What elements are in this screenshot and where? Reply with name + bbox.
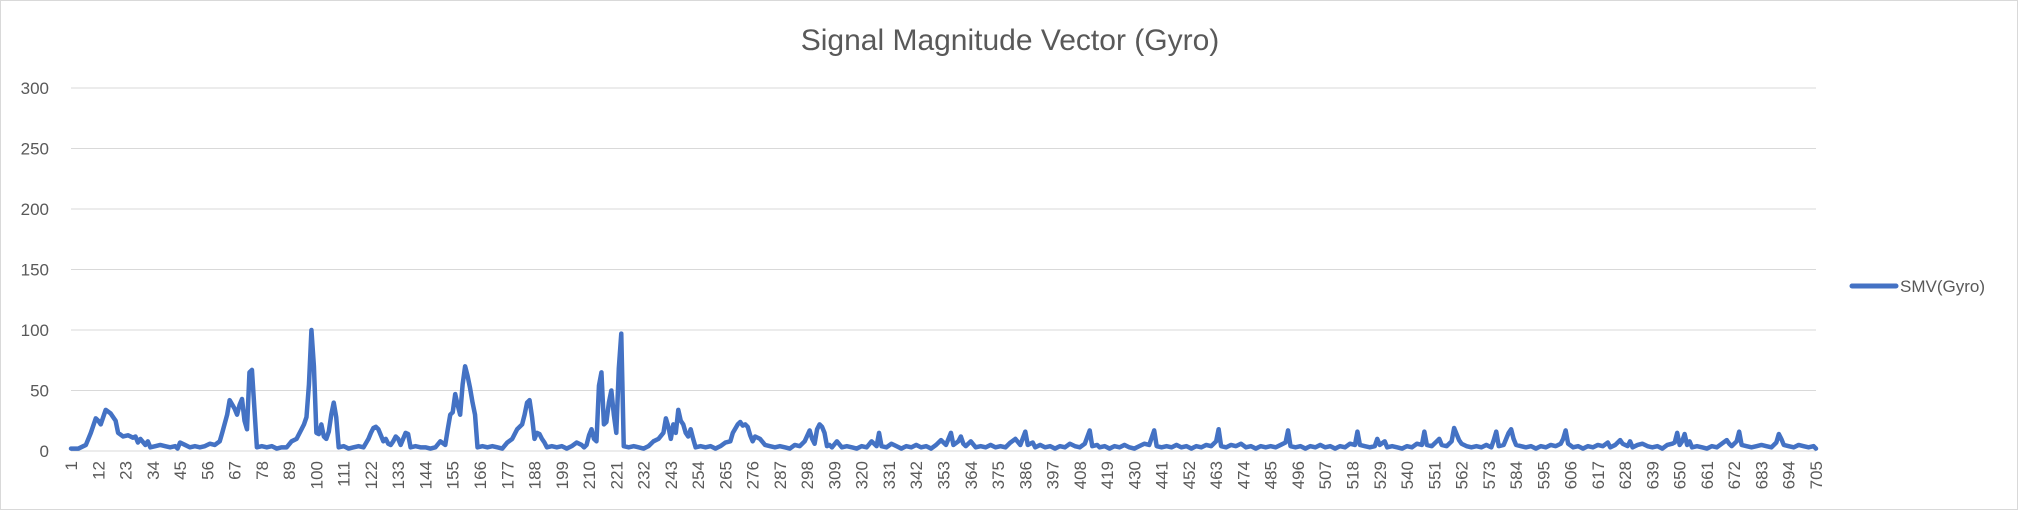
x-tick-label: 100 xyxy=(307,461,326,489)
x-tick-label: 617 xyxy=(1589,461,1608,489)
chart-title: Signal Magnitude Vector (Gyro) xyxy=(801,24,1220,57)
x-tick-label: 584 xyxy=(1507,461,1526,489)
x-tick-label: 122 xyxy=(362,461,381,489)
x-tick-label: 232 xyxy=(635,461,654,489)
x-tick-label: 23 xyxy=(117,461,136,480)
y-tick-label: 100 xyxy=(21,321,49,340)
x-tick-label: 265 xyxy=(716,461,735,489)
x-tick-label: 430 xyxy=(1125,461,1144,489)
x-tick-label: 375 xyxy=(989,461,1008,489)
y-tick-label: 50 xyxy=(30,382,49,401)
x-tick-label: 320 xyxy=(853,461,872,489)
x-tick-label: 485 xyxy=(1262,461,1281,489)
x-tick-label: 12 xyxy=(89,461,108,480)
x-tick-label: 144 xyxy=(416,461,435,489)
x-tick-label: 705 xyxy=(1807,461,1826,489)
x-tick-label: 441 xyxy=(1153,461,1172,489)
x-tick-label: 177 xyxy=(498,461,517,489)
x-tick-label: 56 xyxy=(198,461,217,480)
x-tick-label: 452 xyxy=(1180,461,1199,489)
x-tick-label: 111 xyxy=(335,461,354,487)
y-tick-label: 150 xyxy=(21,261,49,280)
x-tick-label: 661 xyxy=(1698,461,1717,489)
series-line-smv-gyro xyxy=(68,327,1819,451)
legend: SMV(Gyro) xyxy=(1849,277,1985,296)
x-tick-label: 474 xyxy=(1234,461,1253,489)
y-tick-label: 0 xyxy=(40,442,49,461)
x-tick-label: 551 xyxy=(1425,461,1444,489)
x-tick-label: 540 xyxy=(1398,461,1417,489)
x-tick-label: 408 xyxy=(1071,461,1090,489)
x-tick-label: 287 xyxy=(771,461,790,489)
x-tick-label: 342 xyxy=(907,461,926,489)
x-tick-label: 650 xyxy=(1671,461,1690,489)
x-tick-label: 419 xyxy=(1098,461,1117,489)
x-tick-label: 210 xyxy=(580,461,599,489)
x-tick-label: 672 xyxy=(1725,461,1744,489)
x-tick-label: 639 xyxy=(1643,461,1662,489)
x-tick-label: 507 xyxy=(1316,461,1335,489)
y-tick-label: 300 xyxy=(21,79,49,98)
x-axis-ticks: 1 12 23 34 45 56 67 78 89 100 111 122 133 144 155 166 17… xyxy=(62,461,1826,489)
x-tick-label: 67 xyxy=(226,461,245,480)
x-tick-label: 221 xyxy=(607,461,626,489)
x-tick-label: 276 xyxy=(744,461,763,489)
x-tick-label: 562 xyxy=(1453,461,1472,489)
x-tick-label: 188 xyxy=(526,461,545,489)
x-tick-label: 364 xyxy=(962,461,981,489)
gridlines xyxy=(71,87,1816,452)
x-tick-label: 199 xyxy=(553,461,572,489)
x-tick-label: 166 xyxy=(471,461,490,489)
x-tick-label: 1 xyxy=(62,461,81,470)
x-tick-label: 683 xyxy=(1752,461,1771,489)
x-tick-label: 298 xyxy=(798,461,817,489)
x-tick-label: 243 xyxy=(662,461,681,489)
y-tick-label: 200 xyxy=(21,200,49,219)
x-tick-label: 78 xyxy=(253,461,272,480)
x-tick-label: 694 xyxy=(1780,461,1799,489)
x-tick-label: 628 xyxy=(1616,461,1635,489)
x-tick-label: 353 xyxy=(935,461,954,489)
x-tick-label: 133 xyxy=(389,461,408,489)
x-tick-label: 45 xyxy=(171,461,190,480)
x-tick-label: 155 xyxy=(444,461,463,489)
x-tick-label: 496 xyxy=(1289,461,1308,489)
x-tick-label: 34 xyxy=(144,461,163,480)
x-tick-label: 309 xyxy=(825,461,844,489)
y-tick-label: 250 xyxy=(21,140,49,159)
legend-label: SMV(Gyro) xyxy=(1900,277,1985,296)
y-axis-ticks: 0 50 100 150 200 250 300 xyxy=(21,79,49,461)
x-tick-label: 606 xyxy=(1562,461,1581,489)
x-tick-label: 573 xyxy=(1480,461,1499,489)
x-tick-label: 254 xyxy=(689,461,708,489)
x-tick-label: 331 xyxy=(880,461,899,489)
x-tick-label: 463 xyxy=(1207,461,1226,489)
x-tick-label: 595 xyxy=(1534,461,1553,489)
series-layer xyxy=(68,327,1819,451)
x-tick-label: 397 xyxy=(1044,461,1063,489)
x-tick-label: 386 xyxy=(1016,461,1035,489)
x-tick-label: 529 xyxy=(1371,461,1390,489)
x-tick-label: 89 xyxy=(280,461,299,480)
x-tick-label: 518 xyxy=(1343,461,1362,489)
